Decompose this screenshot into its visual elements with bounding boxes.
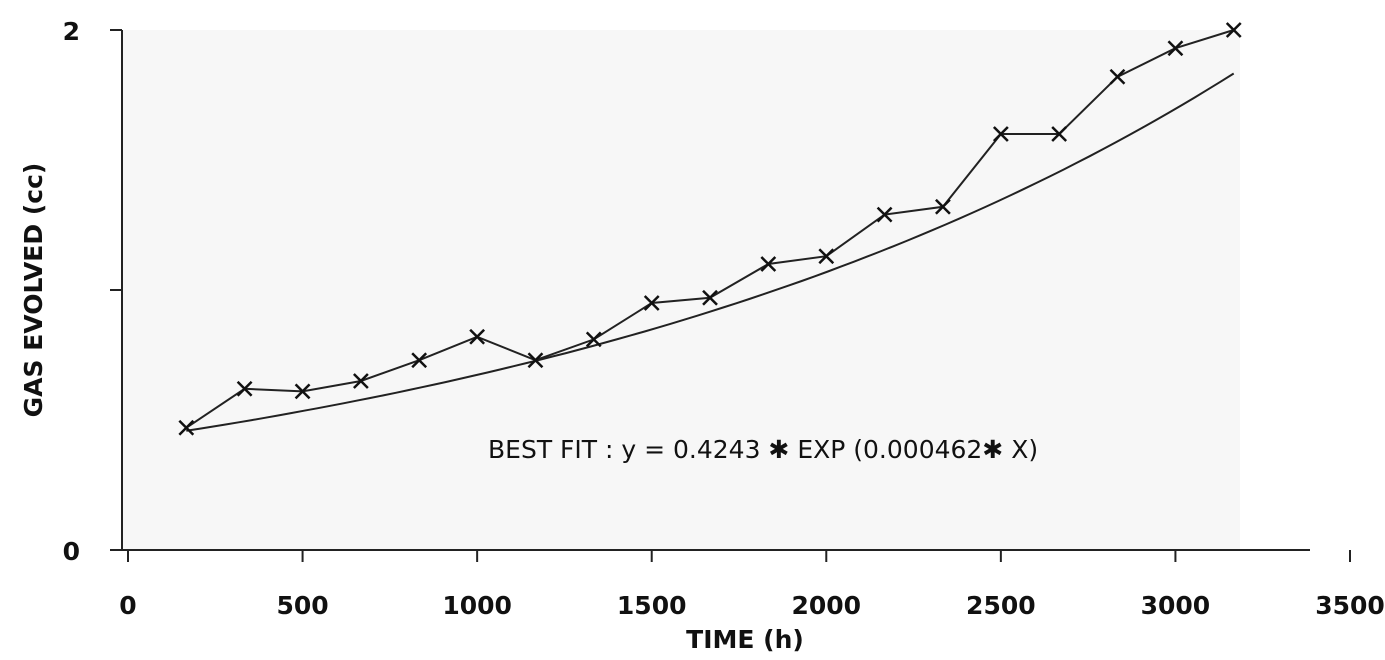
y-axis-ticks: 02: [63, 17, 122, 566]
x-axis-title: TIME (h): [686, 625, 804, 654]
x-axis-ticks: 0 500 1000 1500 2000 2500 3000 3500: [119, 550, 1385, 620]
data-point-marker: [876, 206, 893, 223]
marker-stroke: [178, 419, 195, 436]
plot-area: [122, 30, 1240, 550]
data-point-marker: [760, 256, 777, 272]
marker-stroke: [527, 352, 544, 369]
x-tick-label: 1500: [617, 591, 687, 620]
data-point-marker: [178, 419, 195, 436]
x-tick-label: 3000: [1141, 591, 1211, 620]
y-tick-label: 2: [63, 17, 80, 46]
marker-stroke: [760, 256, 777, 272]
best-fit-curve: [186, 72, 1235, 432]
x-tick-label: 0: [119, 591, 136, 620]
data-point-marker: [411, 352, 428, 369]
data-point-marker: [643, 295, 660, 311]
marker-stroke: [352, 373, 369, 389]
data-point-marker: [1225, 22, 1242, 38]
data-point-marker: [818, 248, 835, 265]
data-point-marker: [469, 328, 486, 345]
marker-stroke: [876, 206, 893, 223]
marker-stroke: [469, 328, 486, 345]
data-point-marker: [294, 383, 311, 400]
marker-stroke: [294, 383, 311, 400]
marker-stroke: [935, 198, 951, 215]
x-tick-label: 2000: [791, 591, 861, 620]
data-point-marker: [935, 198, 951, 215]
data-point-marker: [236, 380, 253, 397]
marker-stroke: [818, 248, 835, 265]
y-tick-label: 0: [63, 537, 80, 566]
data-point-marker: [527, 352, 544, 369]
data-markers: [178, 22, 1242, 436]
data-point-marker: [585, 331, 602, 348]
marker-stroke: [643, 295, 660, 311]
data-point-marker: [992, 126, 1009, 142]
marker-stroke: [411, 352, 428, 369]
data-point-marker: [1051, 126, 1068, 142]
x-tick-label: 500: [276, 591, 328, 620]
marker-stroke: [1225, 22, 1242, 38]
y-axis-title: GAS EVOLVED (cc): [19, 163, 48, 418]
x-tick-label: 2500: [966, 591, 1036, 620]
x-tick-label: 1000: [442, 591, 512, 620]
marker-stroke: [1051, 126, 1068, 142]
marker-stroke: [1109, 68, 1126, 85]
marker-stroke: [585, 331, 602, 348]
marker-stroke: [1167, 40, 1184, 57]
data-point-marker: [1167, 40, 1184, 57]
data-point-marker: [352, 373, 369, 389]
data-point-marker: [1109, 68, 1126, 85]
marker-stroke: [702, 289, 718, 306]
marker-stroke: [236, 380, 253, 397]
marker-stroke: [992, 126, 1009, 142]
best-fit-annotation: BEST FIT : y = 0.4243 ✱ EXP (0.000462✱ X…: [488, 435, 1038, 464]
data-point-marker: [702, 289, 718, 306]
x-tick-label: 3500: [1315, 591, 1385, 620]
